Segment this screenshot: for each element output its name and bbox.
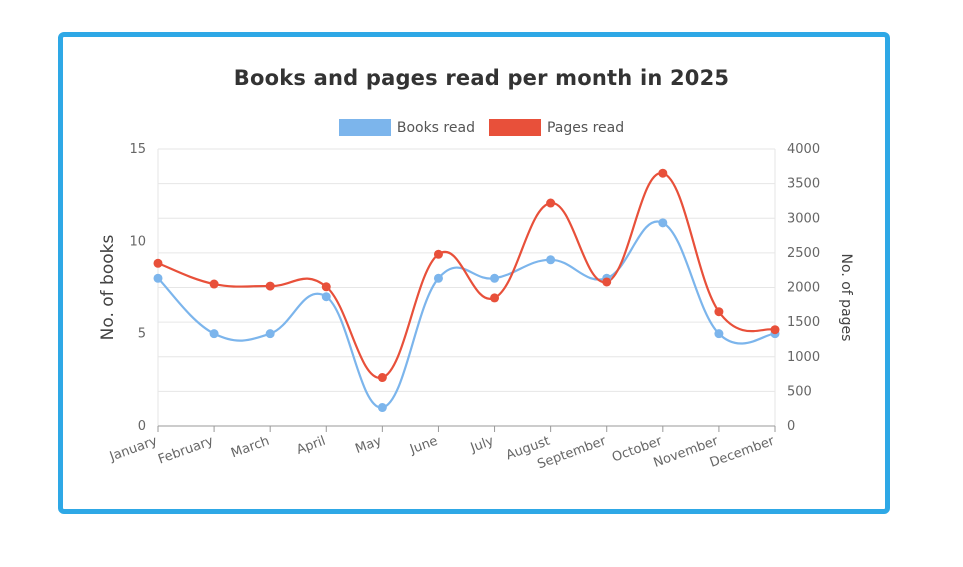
point-books-march [265, 329, 275, 339]
point-books-august [546, 255, 556, 265]
axes [157, 425, 776, 432]
legend-swatch-books [338, 119, 391, 136]
right-tick-1500: 1500 [787, 315, 820, 330]
point-books-july [490, 273, 500, 283]
point-pages-december [770, 325, 780, 335]
right-tick-labels: 0 500 1000 1500 2000 2500 3000 3500 4000 [787, 142, 820, 434]
point-pages-august [546, 198, 556, 208]
x-tick-april: April [295, 434, 328, 458]
legend-label-pages: Pages read [546, 119, 625, 136]
x-tick-july: July [468, 434, 496, 457]
x-tick-march: March [229, 434, 271, 462]
point-pages-april [321, 282, 331, 292]
point-books-november [714, 329, 724, 339]
grid-lines [157, 148, 776, 427]
point-books-october [658, 218, 668, 228]
y-axis-right-title: No. of pages [838, 254, 854, 342]
chart-title: Books and pages read per month in 2025 [233, 66, 730, 90]
point-pages-july [490, 293, 500, 303]
left-tick-5: 5 [138, 327, 146, 342]
point-pages-june [433, 249, 443, 259]
y-axis-left-title: No. of books [98, 235, 118, 341]
legend: Books read Pages read [0, 119, 963, 136]
series-line-books [157, 220, 776, 409]
point-pages-february [209, 279, 219, 289]
series-points [153, 168, 780, 413]
right-tick-3500: 3500 [787, 177, 820, 192]
x-tick-february: February [156, 434, 216, 468]
point-books-january [153, 273, 163, 283]
right-tick-2500: 2500 [787, 246, 820, 261]
right-tick-4000: 4000 [787, 142, 820, 157]
left-tick-10: 10 [129, 234, 146, 249]
series-lines [157, 172, 776, 409]
series-line-pages [157, 172, 776, 379]
legend-item-books[interactable]: Books read [338, 119, 475, 136]
right-tick-0: 0 [787, 419, 795, 434]
left-tick-0: 0 [138, 419, 146, 434]
x-tick-may: May [353, 434, 384, 457]
legend-item-pages[interactable]: Pages read [488, 119, 625, 136]
left-tick-labels: 0 5 10 15 [129, 142, 146, 434]
x-tick-january: January [107, 434, 160, 465]
legend-swatch-pages [488, 119, 541, 136]
point-pages-november [714, 307, 724, 317]
legend-label-books: Books read [396, 119, 475, 136]
right-tick-500: 500 [787, 384, 812, 399]
point-pages-october [658, 168, 668, 178]
right-tick-3000: 3000 [787, 211, 820, 226]
point-books-may [377, 403, 387, 413]
right-tick-1000: 1000 [787, 350, 820, 365]
point-books-february [209, 329, 219, 339]
point-pages-september [602, 277, 612, 287]
x-tick-june: June [407, 434, 440, 458]
point-books-april [321, 292, 331, 302]
point-books-june [433, 273, 443, 283]
point-pages-january [153, 258, 163, 268]
point-pages-may [377, 373, 387, 383]
right-tick-2000: 2000 [787, 281, 820, 296]
left-tick-15: 15 [129, 142, 146, 157]
point-pages-march [265, 281, 275, 291]
x-tick-december: December [708, 433, 777, 470]
